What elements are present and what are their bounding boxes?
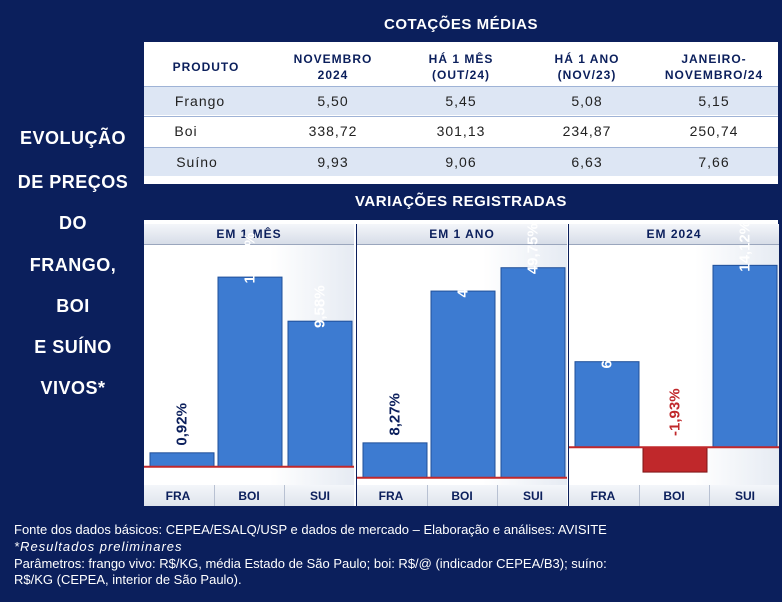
table-title: COTAÇÕES MÉDIAS — [144, 8, 778, 42]
row-value: 7,66 — [698, 154, 730, 170]
category-strip: FRA BOI SUI — [357, 485, 567, 506]
category-label: SUI — [709, 485, 780, 506]
bar-fra — [362, 442, 428, 479]
row-value: 301,13 — [436, 123, 486, 139]
value-label-fra: 8,27% — [387, 393, 404, 436]
footer: Fonte dos dados básicos: CEPEA/ESALQ/USP… — [6, 510, 778, 600]
value-label-fra: 6,64% — [599, 326, 616, 369]
col-header-jan-nov: JANEIRO- NOVEMBRO/24 — [664, 52, 764, 82]
panel-label: EM 1 ANO — [357, 224, 567, 245]
col-header-nov-2024: NOVEMBRO 2024 — [293, 52, 373, 82]
parameters-note-1: Parâmetros: frango vivo: R$/KG, média Es… — [14, 556, 607, 571]
right-panel: COTAÇÕES MÉDIAS PRODUTO NOVEMBRO 2024 HÁ… — [144, 8, 779, 506]
table-divider — [144, 86, 778, 87]
category-label: FRA — [378, 489, 404, 503]
row-product: Suíno — [176, 154, 218, 170]
row-value: 250,74 — [689, 123, 739, 139]
row-product: Frango — [174, 93, 226, 109]
table-row: Frango 5,50 5,45 5,08 5,15 — [144, 87, 778, 115]
bars-svg: 0,92% 12,48% 9,58% — [144, 233, 354, 468]
preliminary-note: *Resultados preliminares — [14, 539, 183, 554]
table-divider — [144, 116, 778, 117]
title-line-3: DO — [59, 213, 87, 233]
chart-panel-1-year: EM 1 ANO 8,27% 44,22% 49,75% FRA BOI SUI — [356, 224, 567, 506]
bar-boi — [217, 276, 283, 468]
table-row: Suíno 9,93 9,06 6,63 7,66 — [144, 148, 778, 176]
category-label: FRA — [590, 489, 616, 503]
left-title-panel: EVOLUÇÃO DE PREÇOS DO FRANGO, BOI E SUÍN… — [6, 8, 140, 506]
panel-label: EM 1 MÊS — [144, 224, 354, 245]
chart-title: VARIAÇÕES REGISTRADAS — [144, 184, 778, 220]
category-label: FRA — [165, 489, 191, 503]
value-label-sui: 9,58% — [312, 285, 329, 328]
col-header-1-month: HÁ 1 MÊS (OUT/24) — [428, 52, 494, 82]
row-value: 5,45 — [445, 93, 477, 109]
category-strip: FRA BOI SUI — [569, 485, 779, 506]
bar-boi — [430, 290, 496, 479]
row-value: 9,06 — [445, 154, 477, 170]
category-label: SUI — [284, 485, 355, 506]
title-line-5: BOI — [56, 296, 90, 316]
parameters-note-2: R$/KG (CEPEA, interior de São Paulo). — [14, 572, 242, 587]
value-label-sui: 49,75% — [525, 224, 542, 274]
bar-fra — [149, 452, 215, 468]
bar-fra — [574, 361, 640, 448]
row-value: 338,72 — [308, 123, 358, 139]
bar-sui — [287, 320, 353, 468]
row-value: 5,15 — [698, 93, 730, 109]
category-label: BOI — [214, 485, 283, 506]
bar-boi — [642, 446, 708, 473]
title-line-1: EVOLUÇÃO — [19, 128, 126, 148]
value-label-boi: 12,48% — [242, 233, 259, 284]
title-line-4: FRANGO, — [29, 255, 117, 275]
category-label: SUI — [497, 485, 568, 506]
row-product: Boi — [174, 123, 198, 139]
source-note: Fonte dos dados básicos: CEPEA/ESALQ/USP… — [14, 522, 607, 537]
value-label-boi: -1,93% — [667, 388, 684, 436]
category-strip: FRA BOI SUI — [144, 485, 354, 506]
bars-svg: 8,27% 44,22% 49,75% — [357, 224, 567, 479]
value-label-fra: 0,92% — [174, 403, 191, 446]
row-value: 5,50 — [317, 93, 349, 109]
table-row: Boi 338,72 301,13 234,87 250,74 — [144, 117, 778, 145]
value-label-boi: 44,22% — [455, 247, 472, 298]
bar-sui — [500, 267, 566, 479]
row-value: 5,08 — [571, 93, 603, 109]
table-divider — [144, 147, 778, 148]
col-header-product: PRODUTO — [172, 60, 240, 74]
col-header-1-year: HÁ 1 ANO (NOV/23) — [554, 52, 620, 82]
row-value: 9,93 — [317, 154, 349, 170]
value-label-sui: 14,12% — [737, 224, 754, 272]
bars-svg: 6,64% -1,93% 14,12% — [569, 224, 779, 473]
chart-panel-2024: EM 2024 6,64% -1,93% 14,12% FRA BOI SUI — [568, 224, 779, 506]
chart-panel-1-month: EM 1 MÊS 0,92% 12,48% 9,58% FRA BOI SUI — [144, 224, 354, 506]
row-value: 234,87 — [562, 123, 612, 139]
panel-label: EM 2024 — [569, 224, 779, 245]
category-label: BOI — [639, 485, 708, 506]
title-line-7: VIVOS* — [40, 378, 106, 398]
title-line-6: E SUÍNO — [34, 337, 112, 357]
category-label: BOI — [427, 485, 496, 506]
row-value: 6,63 — [571, 154, 603, 170]
title-line-2: DE PREÇOS — [17, 172, 129, 192]
bar-sui — [712, 264, 778, 448]
